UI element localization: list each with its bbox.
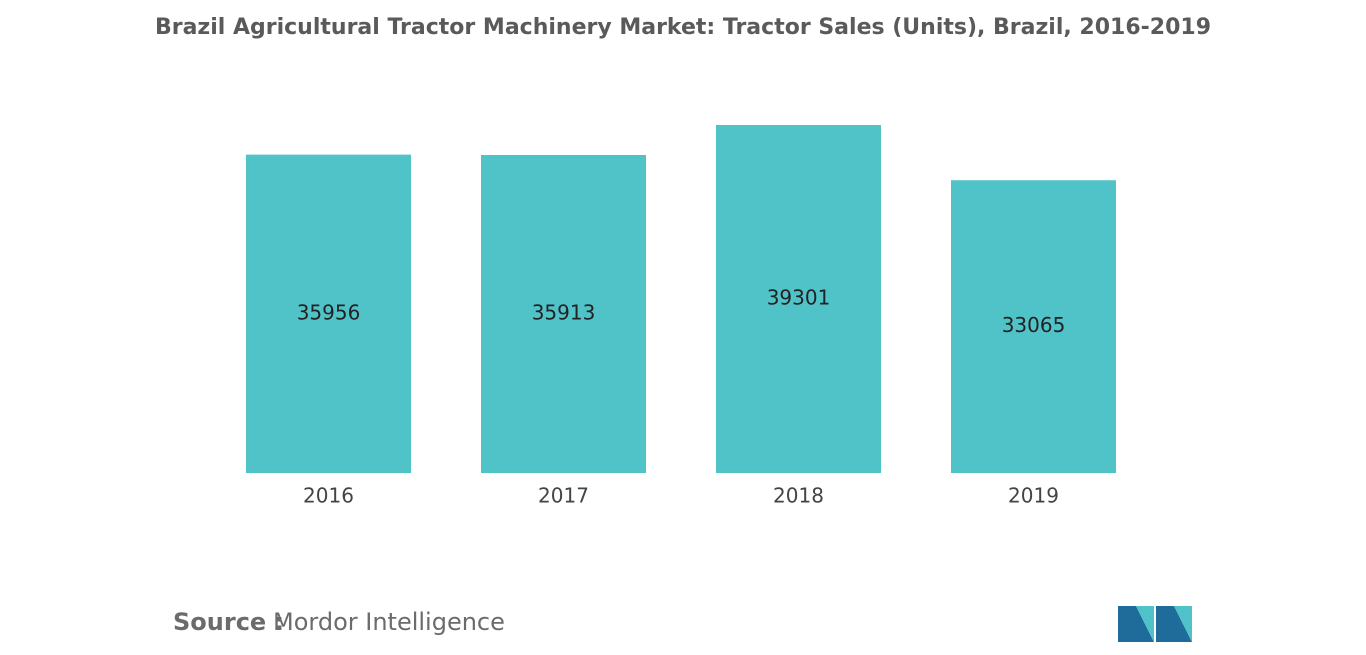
value-label: 35956 xyxy=(297,300,361,324)
x-tick-label: 2017 xyxy=(538,484,589,508)
bar xyxy=(481,154,646,473)
source: Mordor Intelligence xyxy=(273,608,505,636)
value-label: 35913 xyxy=(532,300,596,324)
bar xyxy=(246,154,411,474)
logo xyxy=(1118,606,1192,642)
bar xyxy=(716,125,881,473)
value-label: 33065 xyxy=(1002,313,1066,337)
chart-title: Brazil Agricultural Tractor Machinery Ma… xyxy=(155,15,1211,40)
source-label: Source : xyxy=(173,608,284,636)
value-label: 39301 xyxy=(767,286,831,310)
x-tick-label: 2016 xyxy=(303,484,354,508)
x-tick-label: 2018 xyxy=(773,484,824,508)
x-tick-label: 2019 xyxy=(1008,484,1059,508)
bar xyxy=(951,180,1116,473)
